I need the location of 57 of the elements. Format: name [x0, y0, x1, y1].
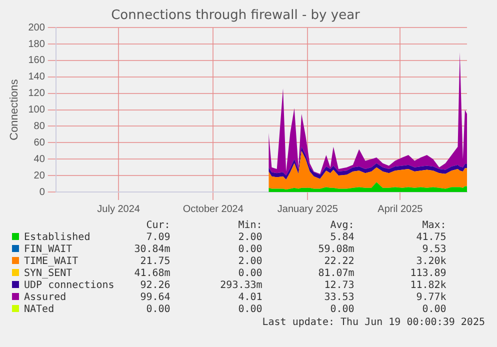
x-tick-label: July 2024 — [97, 204, 140, 215]
legend-label: TIME_WAIT — [23, 256, 80, 268]
text: 21.75 — [139, 256, 172, 268]
text: Cur: — [145, 220, 172, 232]
text: 41.68m — [133, 268, 172, 280]
y-tick-label: 200 — [28, 22, 46, 34]
text: 0.00 — [145, 304, 172, 316]
y-tick-label: 160 — [28, 55, 46, 66]
y-tick-label: 80 — [34, 120, 46, 132]
y-tick-label: 100 — [28, 104, 46, 116]
y-tick-label: 120 — [28, 88, 46, 100]
legend-label: Assured — [23, 292, 68, 304]
legend-label: FIN_WAIT — [23, 244, 74, 256]
text: 5.84 — [329, 232, 356, 244]
text: 99.64 — [139, 292, 172, 304]
text: Min: — [237, 220, 264, 232]
x-tick-label: January 2025 — [277, 204, 338, 215]
text: 0.00 — [421, 304, 448, 316]
text: 3.20k — [415, 256, 448, 268]
y-tick-label: 20 — [34, 170, 46, 182]
text: 4.01 — [237, 292, 264, 304]
text: 9.77k — [415, 292, 448, 304]
text: 0.00 — [237, 244, 264, 256]
text: 7.09 — [145, 232, 172, 244]
legend-label: UDP connections — [23, 280, 116, 292]
text: 22.22 — [323, 256, 356, 268]
text: 0.00 — [237, 304, 264, 316]
chart-title: Connections through firewall - by year — [111, 8, 361, 24]
text: 33.53 — [323, 292, 356, 304]
y-tick-label: 140 — [28, 72, 46, 83]
text: 41.75 — [415, 232, 448, 244]
text: 12.73 — [323, 280, 356, 292]
text: Avg: — [329, 220, 356, 232]
text: 11.82k — [409, 280, 448, 292]
text: 92.26 — [139, 280, 172, 292]
text: Last update: Thu Jun 19 00:00:39 2025 — [262, 317, 485, 328]
text: 0.00 — [329, 304, 356, 316]
text: 2.00 — [237, 232, 264, 244]
text: 9.53 — [421, 244, 448, 256]
text: 30.84m — [133, 244, 172, 256]
legend-label: NATed — [23, 304, 56, 316]
text: 59.08m — [317, 244, 356, 256]
y-tick-label: 0 — [39, 186, 46, 198]
text: 113.89 — [409, 268, 448, 280]
text: Max: — [421, 220, 448, 232]
text: 293.33m — [219, 280, 264, 292]
y-tick-label: 180 — [28, 38, 46, 50]
legend-label: Established — [23, 232, 92, 244]
x-tick-label: April 2025 — [378, 204, 424, 215]
y-tick-label: 60 — [34, 137, 46, 148]
y-axis-title: Connections — [8, 78, 21, 140]
y-tick-label: 40 — [34, 154, 46, 165]
text: 81.07m — [317, 268, 356, 280]
legend-label: SYN_SENT — [23, 268, 74, 280]
x-tick-label: October 2024 — [182, 204, 244, 215]
text: 0.00 — [237, 268, 264, 280]
text: 2.00 — [237, 256, 264, 268]
